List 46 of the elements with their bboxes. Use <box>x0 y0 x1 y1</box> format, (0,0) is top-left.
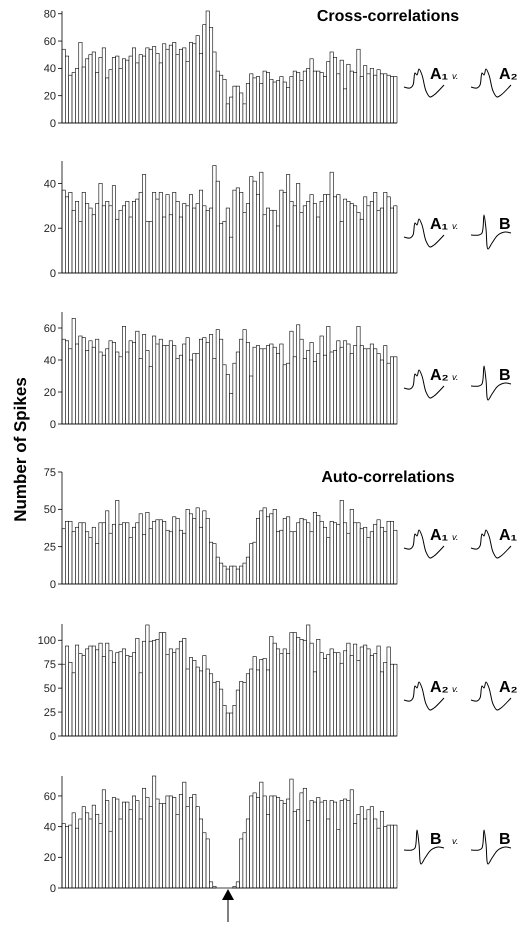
text: v. <box>452 684 458 694</box>
text: v. <box>452 532 458 542</box>
text: A₂ <box>499 66 518 83</box>
text: B <box>430 831 442 848</box>
text: A₂ <box>430 679 449 696</box>
y-tick-label: 0 <box>50 268 56 280</box>
y-tick-label: 20 <box>44 852 56 864</box>
text: A₁ <box>430 216 449 233</box>
y-axis-title: Number of Spikes <box>11 377 30 522</box>
y-tick-label: 80 <box>44 8 56 21</box>
text: A₁ <box>499 527 518 544</box>
text: v. <box>452 836 458 846</box>
text: B <box>499 831 511 848</box>
chart-title: Cross-correlations <box>316 8 460 25</box>
text: v. <box>452 71 458 81</box>
text: A₁ <box>430 527 449 544</box>
y-tick-label: 0 <box>50 578 56 591</box>
text: B <box>499 367 511 384</box>
y-tick-label: 0 <box>50 730 56 743</box>
y-tick-label: 40 <box>44 63 56 76</box>
text: A₁ <box>430 66 449 83</box>
y-tick-label: 100 <box>38 635 56 648</box>
y-tick-label: 0 <box>50 418 56 431</box>
y-tick-label: 75 <box>44 659 56 672</box>
y-tick-label: 60 <box>44 36 56 48</box>
y-tick-label: 75 <box>44 466 56 479</box>
y-tick-label: 40 <box>44 178 56 190</box>
y-tick-label: 0 <box>50 118 56 130</box>
y-tick-label: 40 <box>44 821 56 834</box>
text: A₂ <box>430 367 449 384</box>
y-tick-label: 50 <box>44 682 56 695</box>
y-tick-label: 20 <box>44 223 56 236</box>
y-tick-label: 25 <box>44 706 56 719</box>
y-tick-label: 60 <box>44 322 56 335</box>
y-tick-label: 25 <box>44 542 56 554</box>
y-tick-label: 20 <box>44 386 56 399</box>
text: v. <box>452 221 458 231</box>
text: v. <box>452 372 458 382</box>
y-tick-label: 0 <box>50 882 56 895</box>
y-tick-label: 40 <box>44 354 56 367</box>
y-tick-label: 20 <box>44 90 56 103</box>
y-tick-label: 60 <box>44 790 56 803</box>
y-tick-label: 50 <box>44 504 56 516</box>
text: B <box>499 216 511 233</box>
chart-title: Auto-correlations <box>321 469 455 486</box>
text: A₂ <box>499 679 518 696</box>
